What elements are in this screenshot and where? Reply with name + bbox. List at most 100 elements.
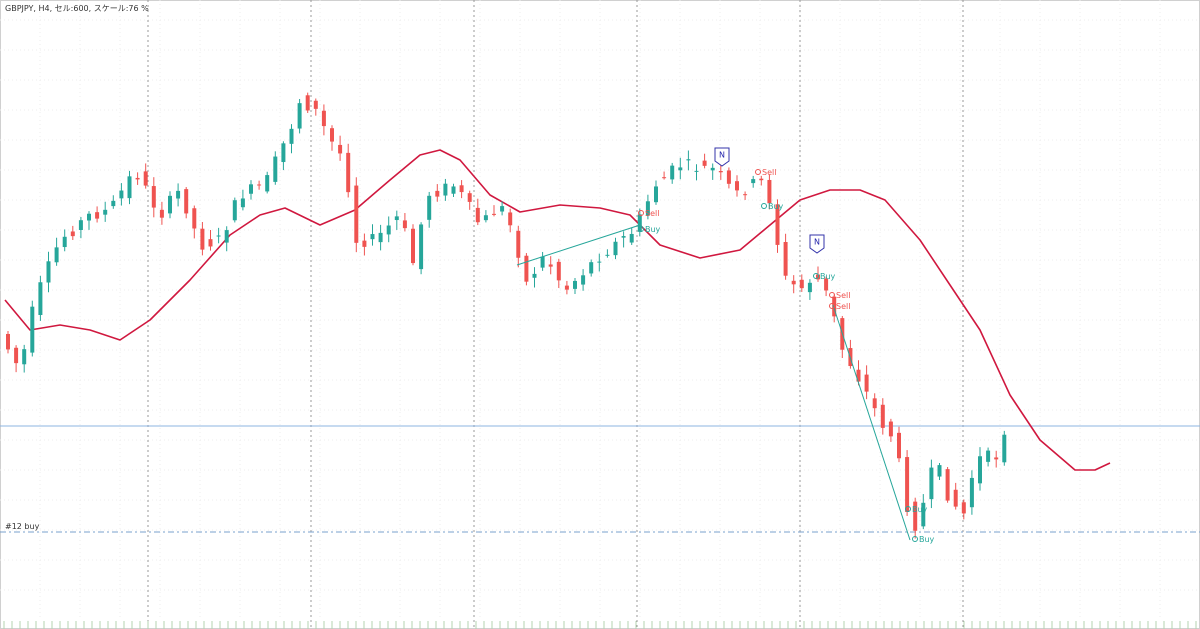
candle-body: [192, 208, 197, 229]
signal-dot: [905, 506, 911, 512]
signal-dot: [755, 169, 761, 175]
candle-body: [483, 215, 488, 221]
candle-body: [346, 152, 351, 193]
candle-body: [370, 234, 375, 240]
chart-marks: N N Sell Buy Sell Buy Buy Sell Sell Buy Buy: [0, 92, 1200, 544]
candle-body: [249, 184, 253, 194]
candle-body: [597, 261, 602, 263]
candle-body: [127, 176, 132, 199]
candle-body: [767, 179, 772, 204]
candle-body: [78, 220, 83, 230]
candle-body: [824, 278, 829, 291]
signal-dot: [813, 273, 819, 279]
candle-body: [305, 95, 310, 111]
signal-dot: [912, 536, 918, 542]
signal-label: Sell: [645, 209, 659, 218]
candle-body: [119, 190, 124, 199]
candle-body: [159, 209, 164, 218]
candle-body: [378, 232, 383, 243]
candle-body: [670, 165, 675, 180]
candle-body: [759, 178, 764, 181]
signal-dot: [829, 303, 835, 309]
candle-body: [289, 128, 294, 144]
candle-body: [297, 103, 302, 129]
candle-body: [897, 432, 901, 459]
candle-body: [354, 185, 359, 243]
candle-body: [645, 201, 650, 216]
candle-body: [184, 189, 189, 214]
candle-body: [961, 502, 966, 514]
signal-dot: [761, 203, 767, 209]
candle-body: [111, 200, 116, 207]
candle-body: [629, 233, 634, 243]
candle-body: [913, 501, 918, 531]
signal-label: Sell: [836, 302, 850, 311]
candle-body: [556, 261, 561, 281]
candle-body: [532, 273, 537, 278]
trade-line: [832, 304, 911, 541]
candle-body: [87, 213, 91, 221]
candle-body: [232, 200, 237, 221]
candle-body: [103, 209, 108, 215]
candle-body: [662, 177, 667, 179]
candle-body: [548, 264, 553, 267]
candle-body: [726, 170, 731, 184]
candle-body: [54, 247, 59, 263]
candle-body: [929, 467, 934, 500]
signal-dot: [638, 226, 644, 232]
candle-body: [986, 450, 991, 462]
candle-body: [872, 398, 877, 409]
candle-body: [864, 374, 869, 392]
candle-body: [654, 186, 658, 203]
candle-body: [313, 100, 318, 109]
candle-body: [573, 280, 577, 289]
candle-body: [605, 254, 610, 256]
candle-body: [718, 171, 723, 173]
candle-body: [969, 477, 974, 508]
candle-body: [1002, 434, 1007, 463]
candle-body: [70, 231, 75, 237]
candle-body: [694, 170, 699, 172]
candle-body: [475, 207, 480, 223]
candle-body: [508, 212, 513, 226]
candle-body: [62, 236, 67, 248]
candle-body: [581, 275, 586, 285]
candle-body: [937, 465, 942, 477]
candle-body: [451, 186, 456, 194]
signal-label: Buy: [820, 272, 836, 281]
candle-body: [540, 256, 545, 268]
candle-body: [46, 261, 51, 283]
candle-body: [200, 228, 205, 250]
news-marker: [809, 234, 825, 254]
candle-body: [791, 280, 796, 285]
candle-body: [224, 230, 229, 243]
news-marker-label: N: [814, 238, 820, 247]
candle-body: [240, 198, 245, 208]
candle-body: [978, 456, 982, 484]
candle-body: [743, 194, 748, 196]
candle-body: [6, 333, 10, 350]
candle-body: [905, 457, 910, 512]
candle-body: [589, 262, 594, 274]
candle-body: [710, 167, 715, 171]
order-line-label: #12 buy: [5, 522, 40, 531]
candle-body: [686, 159, 691, 161]
candle-body: [467, 193, 472, 202]
signal-label: Sell: [836, 291, 850, 300]
candle-body: [135, 177, 140, 180]
candle-body: [880, 404, 885, 428]
signal-dot: [638, 210, 644, 216]
candle-body: [321, 110, 326, 127]
candle-body: [500, 206, 505, 212]
candle-body: [783, 242, 788, 276]
news-marker-label: N: [719, 151, 725, 160]
moving-average: [4, 149, 1111, 471]
candle-body: [14, 347, 19, 364]
candle-body: [427, 195, 432, 220]
symbol-header: GBPJPY, H4, セル:600, スケール:76 %: [5, 4, 149, 13]
candle-body: [338, 144, 343, 154]
